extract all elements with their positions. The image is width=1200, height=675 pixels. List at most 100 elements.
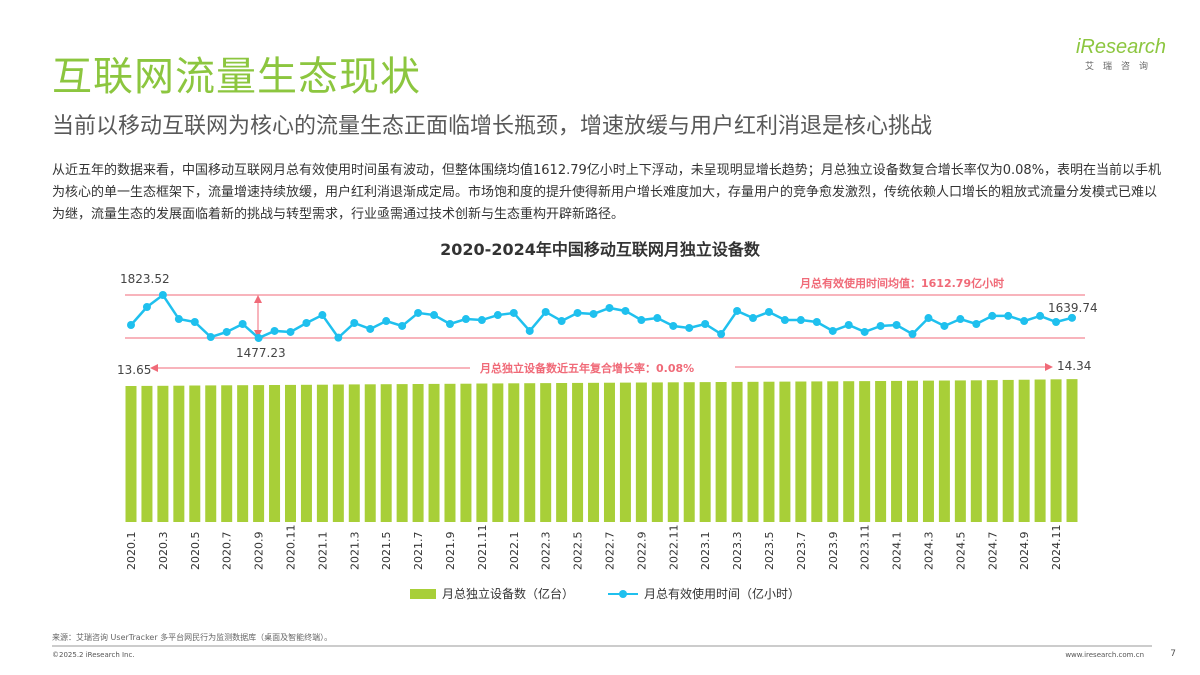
bar <box>763 381 775 522</box>
line-point <box>190 318 199 327</box>
x-tick-label: 2023.9 <box>827 532 840 571</box>
line-point <box>493 311 502 320</box>
bar <box>380 384 392 522</box>
line-point <box>876 321 885 330</box>
x-tick-label: 2021.3 <box>348 532 361 571</box>
bar <box>715 382 727 522</box>
line-point <box>525 326 534 335</box>
arrow-down-icon <box>254 330 262 338</box>
bar <box>986 380 998 522</box>
bar <box>556 383 568 522</box>
line-point <box>302 319 311 328</box>
line-point <box>1004 311 1013 320</box>
line-point <box>318 311 327 320</box>
max-data-label: 1823.52 <box>120 272 170 286</box>
bar <box>619 382 631 522</box>
line-point <box>717 330 726 339</box>
bar <box>221 385 233 522</box>
bar <box>603 382 615 522</box>
x-tick-label: 2022.11 <box>667 525 680 571</box>
x-tick-label: 2020.5 <box>189 532 202 571</box>
last-data-label: 1639.74 <box>1048 301 1098 315</box>
legend-item-line: 月总有效使用时间（亿小时） <box>608 585 800 602</box>
line-point <box>573 308 582 317</box>
bar <box>795 381 807 522</box>
summary-paragraph: 从近五年的数据来看，中国移动互联网月总有效使用时间虽有波动，但整体围绕均值161… <box>52 163 1162 222</box>
bar <box>269 385 281 522</box>
bar <box>954 380 966 522</box>
line-point <box>653 314 662 323</box>
bar <box>731 381 743 522</box>
line-point <box>174 315 183 324</box>
line-point <box>701 319 710 328</box>
line-point <box>685 323 694 332</box>
chart-title: 2020-2024年中国移动互联网月独立设备数 <box>440 240 760 259</box>
line-point <box>844 320 853 329</box>
bar <box>779 381 791 522</box>
bar <box>157 385 169 522</box>
line-point <box>1068 313 1076 322</box>
x-tick-label: 2023.3 <box>731 532 744 571</box>
x-tick-label: 2021.5 <box>380 532 393 571</box>
bar <box>907 380 919 522</box>
line-point <box>477 316 486 325</box>
bar <box>699 382 711 522</box>
bar <box>173 385 185 522</box>
x-tick-label: 2021.1 <box>316 532 329 571</box>
line-point <box>621 306 630 315</box>
bar <box>141 385 153 522</box>
legend-label-line: 月总有效使用时间（亿小时） <box>644 587 801 601</box>
line-point <box>254 334 263 342</box>
legend-label-bar: 月总独立设备数（亿台） <box>442 587 575 601</box>
x-tick-label: 2023.5 <box>763 532 776 571</box>
footer-divider <box>52 645 1152 647</box>
x-tick-label: 2024.7 <box>986 532 999 570</box>
bar <box>237 385 249 522</box>
bar <box>572 382 584 522</box>
x-tick-label: 2021.9 <box>444 532 457 571</box>
line-point <box>1036 311 1045 320</box>
bar <box>460 383 472 522</box>
x-tick-label: 2022.7 <box>603 532 616 571</box>
line-point <box>398 321 407 330</box>
x-tick-label: 2020.7 <box>221 532 234 571</box>
line-point <box>445 319 454 328</box>
bar <box>683 382 695 522</box>
x-tick-label: 2020.3 <box>157 532 170 571</box>
x-tick-label: 2022.9 <box>635 532 648 571</box>
line-point <box>206 333 215 342</box>
bar <box>970 380 982 522</box>
legend-item-bar: 月总独立设备数（亿台） <box>410 585 574 602</box>
bar <box>747 381 759 522</box>
line-point <box>892 320 901 329</box>
line-point <box>637 316 646 325</box>
line-point <box>350 319 359 328</box>
line-point <box>461 315 470 324</box>
x-tick-label: 2023.11 <box>859 525 872 571</box>
arrow-left-icon <box>150 364 158 372</box>
x-tick-label: 2021.7 <box>412 532 425 571</box>
bar <box>1018 379 1030 522</box>
bar <box>428 383 440 522</box>
bar <box>189 385 201 522</box>
line-point <box>1020 317 1029 326</box>
line-point <box>796 316 805 325</box>
iresearch-logo: iResearch 艾瑞咨询 <box>1066 36 1176 72</box>
page-title: 互联网流量生态现状 <box>52 54 421 100</box>
x-tick-label: 2024.3 <box>922 532 935 571</box>
website-link[interactable]: www.iresearch.com.cn <box>1065 651 1144 659</box>
bar <box>524 383 536 522</box>
bar <box>843 381 855 522</box>
bar <box>1034 379 1046 522</box>
arrow-up-icon <box>254 295 262 303</box>
bar <box>284 384 296 522</box>
line-point <box>414 308 423 317</box>
line-point <box>158 291 167 299</box>
x-tick-label: 2020.9 <box>253 532 266 571</box>
line-point <box>334 333 343 342</box>
bar <box>922 380 934 522</box>
x-tick-label: 2024.11 <box>1050 525 1063 571</box>
bar <box>859 381 871 522</box>
